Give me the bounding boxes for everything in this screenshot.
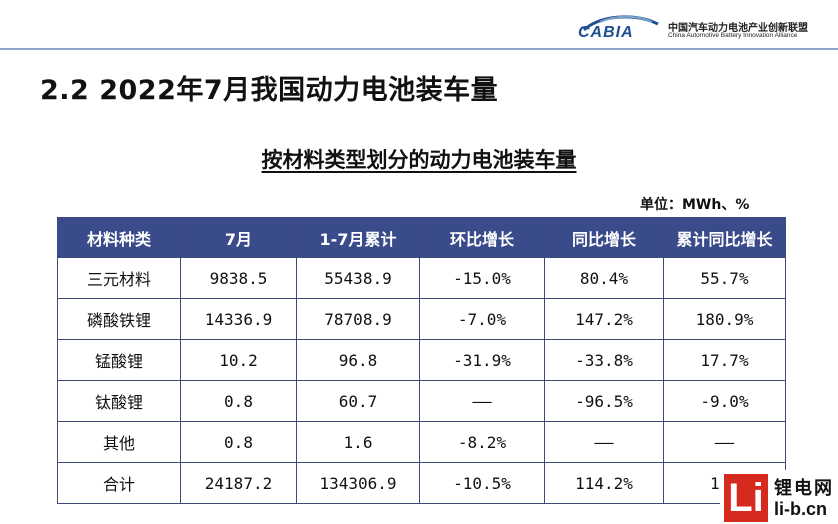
table-cell: 96.8	[296, 339, 420, 381]
table-cell: 24187.2	[180, 462, 297, 504]
table-cell: 钛酸锂	[57, 380, 181, 422]
table-cell: 9838.5	[180, 257, 297, 299]
table-row: 合计 24187.2 134306.9 -10.5% 114.2% 110	[57, 462, 786, 504]
table-cell: 147.2%	[544, 298, 664, 340]
watermark: Li 锂电网 li-b.cn	[720, 470, 838, 524]
table-title: 按材料类型划分的动力电池装车量	[0, 144, 838, 174]
cabia-logo: CABIA 中国汽车动力电池产业创新联盟 China Automotive Ba…	[578, 10, 833, 46]
slide-title: 2.2 2022年7月我国动力电池装车量	[40, 75, 499, 106]
table-cell: 其他	[57, 421, 181, 463]
table-row: 磷酸铁锂 14336.9 78708.9 -7.0% 147.2% 180.9%	[57, 298, 786, 340]
table-cell: 60.7	[296, 380, 420, 422]
table-cell: 114.2%	[544, 462, 664, 504]
table-cell: 合计	[57, 462, 181, 504]
column-header: 1-7月累计	[296, 217, 420, 258]
table-cell: ——	[663, 421, 786, 463]
table-title-text: 按材料类型划分的动力电池装车量	[261, 148, 577, 172]
table-row: 锰酸锂 10.2 96.8 -31.9% -33.8% 17.7%	[57, 339, 786, 381]
table-row: 其他 0.8 1.6 -8.2% —— ——	[57, 421, 786, 463]
column-header: 环比增长	[419, 217, 545, 258]
table-cell: 180.9%	[663, 298, 786, 340]
watermark-name: 锂电网	[774, 478, 834, 499]
unit-label: 单位：MWh、%	[640, 197, 750, 213]
table-cell: -9.0%	[663, 380, 786, 422]
table-cell: -7.0%	[419, 298, 545, 340]
car-swoosh-icon	[582, 15, 659, 32]
header-bar	[0, 0, 838, 48]
table-cell: ——	[544, 421, 664, 463]
column-header: 材料种类	[57, 217, 181, 258]
table-cell: -15.0%	[419, 257, 545, 299]
watermark-logo-box	[724, 474, 768, 522]
table-cell: 14336.9	[180, 298, 297, 340]
table-header-row: 材料种类 7月 1-7月累计 环比增长 同比增长 累计同比增长	[57, 217, 786, 258]
table-cell: 55.7%	[663, 257, 786, 299]
table-cell: 134306.9	[296, 462, 420, 504]
table-cell: 0.8	[180, 380, 297, 422]
table-cell: 78708.9	[296, 298, 420, 340]
watermark-domain: li-b.cn	[774, 499, 827, 519]
table-cell: -10.5%	[419, 462, 545, 504]
table-cell: 0.8	[180, 421, 297, 463]
table-cell: 55438.9	[296, 257, 420, 299]
table-cell: 锰酸锂	[57, 339, 181, 381]
table-cell: ——	[419, 380, 545, 422]
org-name-en: China Automotive Battery Innovation Alli…	[668, 32, 798, 39]
battery-volume-table: 材料种类 7月 1-7月累计 环比增长 同比增长 累计同比增长 三元材料 983…	[57, 217, 786, 504]
table-cell: 17.7%	[663, 339, 786, 381]
table-cell: 80.4%	[544, 257, 664, 299]
table-row: 钛酸锂 0.8 60.7 —— -96.5% -9.0%	[57, 380, 786, 422]
table-cell: -8.2%	[419, 421, 545, 463]
table-cell: -96.5%	[544, 380, 664, 422]
table-cell: 1.6	[296, 421, 420, 463]
watermark-logo-letter: Li	[728, 476, 764, 520]
table-cell: 三元材料	[57, 257, 181, 299]
column-header: 累计同比增长	[663, 217, 786, 258]
org-name-cn: 中国汽车动力电池产业创新联盟	[668, 23, 808, 34]
column-header: 同比增长	[544, 217, 664, 258]
header-divider	[0, 48, 838, 50]
table-cell: -33.8%	[544, 339, 664, 381]
table-cell: 10.2	[180, 339, 297, 381]
table-cell: -31.9%	[419, 339, 545, 381]
table-row: 三元材料 9838.5 55438.9 -15.0% 80.4% 55.7%	[57, 257, 786, 299]
table-cell: 磷酸铁锂	[57, 298, 181, 340]
logo-wordmark: CABIA	[578, 24, 634, 41]
column-header: 7月	[180, 217, 297, 258]
